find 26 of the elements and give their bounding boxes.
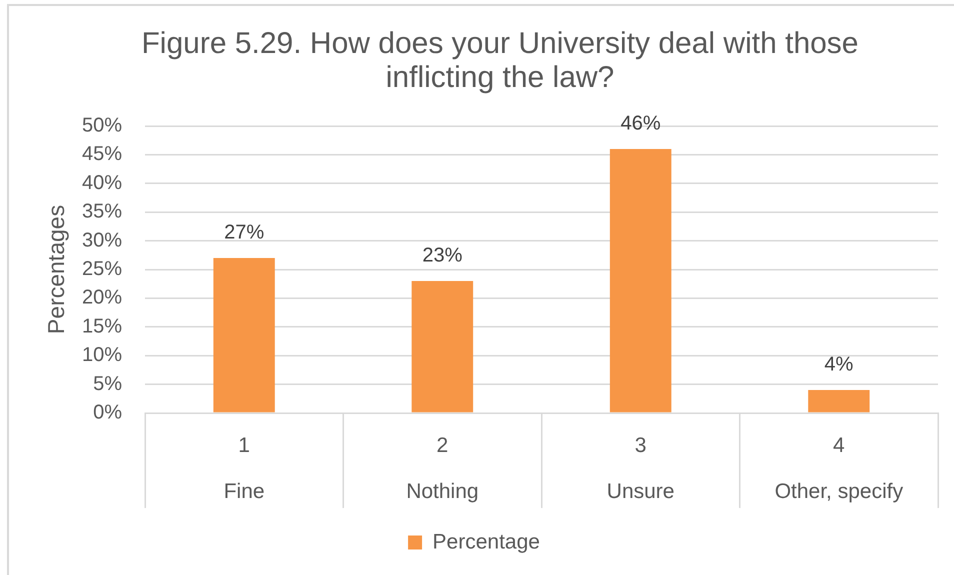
y-tick-label: 50% [82, 114, 122, 137]
x-tick-label: 4 Other, specify [774, 434, 904, 503]
chart-title: Figure 5.29. How does your University deal with those inflicting the law? [140, 27, 860, 95]
y-tick-label: 15% [82, 315, 122, 338]
x-tick-label: 2 Nothing [406, 434, 479, 503]
y-tick-label: 45% [82, 143, 122, 166]
legend-label: Percentage [432, 530, 540, 554]
y-tick-label: 35% [82, 200, 122, 223]
y-tick-label: 25% [82, 258, 122, 280]
bar [213, 258, 275, 412]
y-tick-label: 20% [82, 286, 122, 309]
data-label: 23% [422, 244, 463, 266]
bar [610, 148, 672, 412]
y-tick-label: 40% [82, 172, 122, 194]
data-label: 4% [824, 354, 854, 376]
y-axis-title: Percentages [43, 204, 70, 334]
y-tick-label: 30% [82, 229, 122, 252]
y-tick-label: 5% [93, 372, 122, 395]
bar [808, 390, 870, 412]
x-tick-label: 1 Fine [224, 434, 265, 503]
data-label: 27% [224, 222, 264, 244]
data-label: 46% [620, 112, 661, 134]
y-tick-label: 0% [93, 402, 122, 424]
y-tick-label: 10% [82, 344, 122, 366]
x-tick-label: 3 Unsure [606, 434, 674, 503]
bar [412, 280, 474, 412]
